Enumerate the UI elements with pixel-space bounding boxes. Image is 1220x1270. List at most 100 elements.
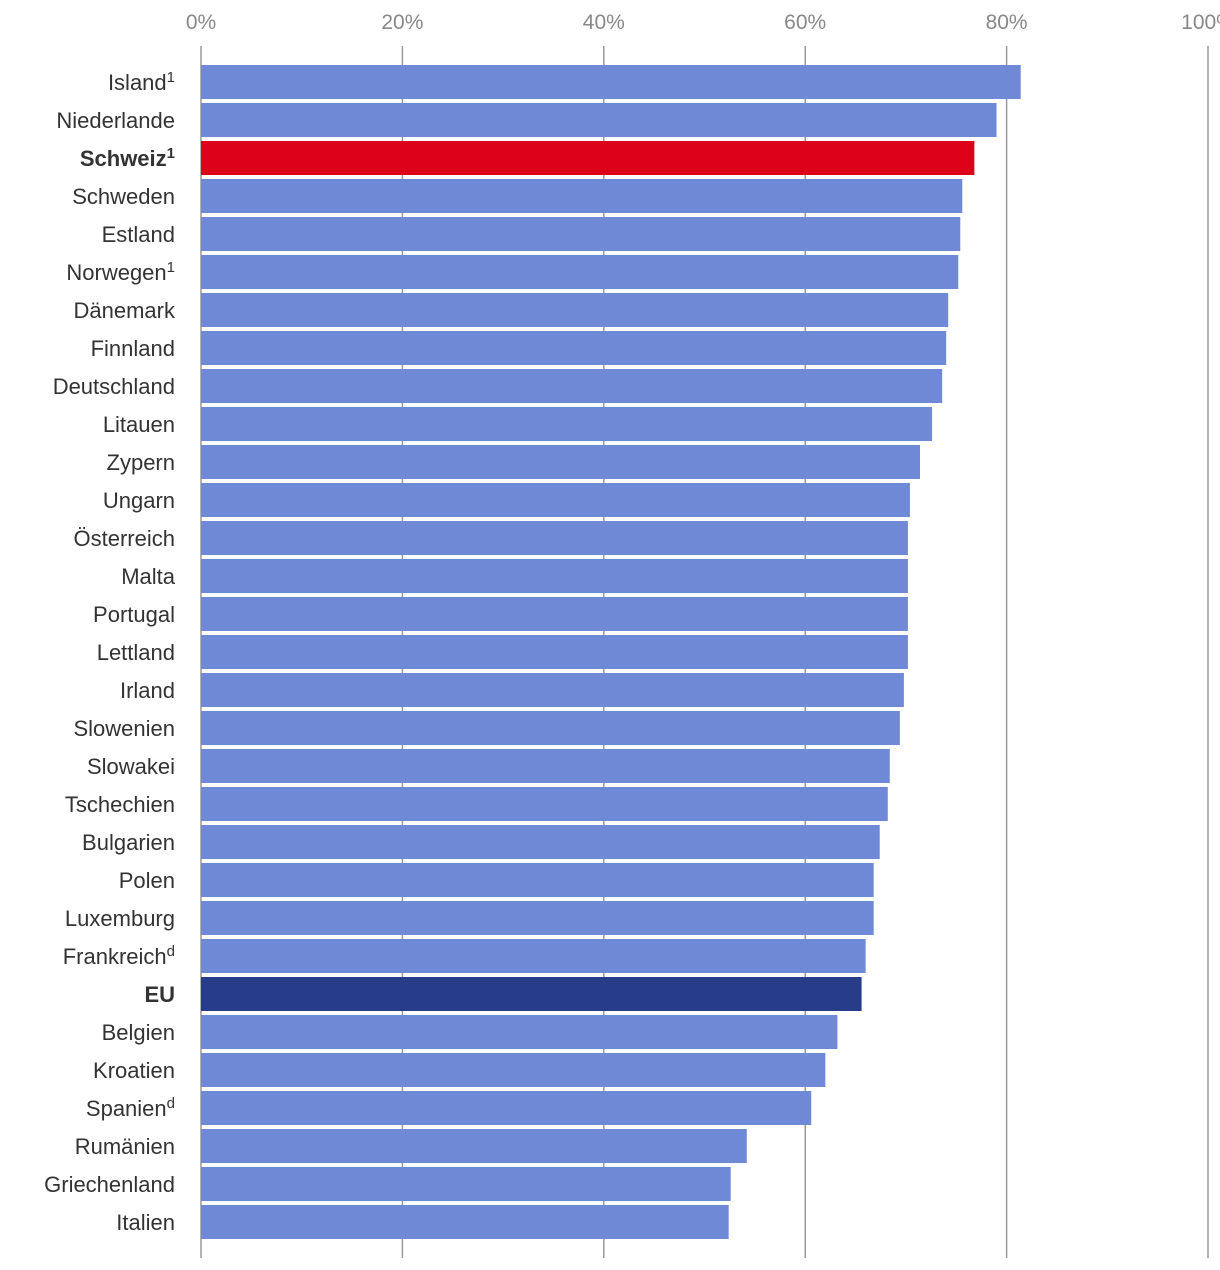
bar-zypern	[201, 445, 920, 479]
category-name: Schweiz	[80, 146, 167, 171]
bars	[201, 65, 1021, 1239]
category-label: Slowenien	[73, 716, 175, 741]
bar-rumänien	[201, 1129, 747, 1163]
category-name: Polen	[119, 868, 175, 893]
category-label: Tschechien	[65, 792, 175, 817]
bar-dänemark	[201, 293, 949, 327]
category-footnote-mark: d	[167, 943, 175, 960]
category-name: Estland	[102, 222, 175, 247]
bar-griechenland	[201, 1167, 731, 1201]
category-name: Litauen	[103, 412, 175, 437]
category-label: Luxemburg	[65, 906, 175, 931]
category-name: Schweden	[72, 184, 175, 209]
category-label: Schweden	[72, 184, 175, 209]
bar-slowakei	[201, 749, 890, 783]
bar-schweden	[201, 179, 963, 213]
category-label: Irland	[120, 678, 175, 703]
bar-bulgarien	[201, 825, 880, 859]
category-name: Österreich	[74, 526, 175, 551]
bar-irland	[201, 673, 904, 707]
category-name: Zypern	[107, 450, 175, 475]
bar-litauen	[201, 407, 933, 441]
bar-norwegen	[201, 255, 959, 289]
bar-italien	[201, 1205, 729, 1239]
bar-tschechien	[201, 787, 888, 821]
category-label: Niederlande	[56, 108, 175, 133]
category-label: Portugal	[93, 602, 175, 627]
x-axis-ticks: 0% 20% 40% 60% 80% 100%	[186, 11, 1220, 34]
category-name: Rumänien	[75, 1134, 175, 1159]
bar-polen	[201, 863, 874, 897]
category-name: EU	[144, 982, 175, 1007]
category-name: Lettland	[97, 640, 175, 665]
x-tick-label: 0%	[186, 11, 216, 34]
x-tick-label: 60%	[784, 11, 826, 34]
category-name: Frankreich	[63, 944, 167, 969]
category-label: Litauen	[103, 412, 175, 437]
category-label: Malta	[121, 564, 176, 589]
bar-frankreich	[201, 939, 866, 973]
category-name: Spanien	[86, 1096, 167, 1121]
category-label: Bulgarien	[82, 830, 175, 855]
x-tick-label: 20%	[381, 11, 423, 34]
category-name: Deutschland	[53, 374, 175, 399]
bar-belgien	[201, 1015, 838, 1049]
category-name: Tschechien	[65, 792, 175, 817]
category-label: Frankreichd	[63, 943, 175, 969]
bar-slowenien	[201, 711, 900, 745]
category-label: Polen	[119, 868, 175, 893]
category-label: Estland	[102, 222, 175, 247]
bar-lettland	[201, 635, 908, 669]
bar-island	[201, 65, 1021, 99]
category-name: Luxemburg	[65, 906, 175, 931]
category-label: Schweiz1	[80, 145, 175, 171]
category-name: Belgien	[102, 1020, 175, 1045]
category-name: Griechenland	[44, 1172, 175, 1197]
category-name: Norwegen	[66, 260, 166, 285]
category-name: Niederlande	[56, 108, 175, 133]
category-label: Griechenland	[44, 1172, 175, 1197]
x-tick-label: 40%	[583, 11, 625, 34]
category-label: Rumänien	[75, 1134, 175, 1159]
category-labels: Island1NiederlandeSchweiz1SchwedenEstlan…	[44, 69, 176, 1235]
category-footnote-mark: 1	[167, 145, 175, 162]
category-name: Dänemark	[74, 298, 176, 323]
category-label: Lettland	[97, 640, 175, 665]
bar-schweiz	[201, 141, 975, 175]
x-tick-label: 100%	[1181, 11, 1220, 34]
bar-luxemburg	[201, 901, 874, 935]
bar-deutschland	[201, 369, 943, 403]
bar-österreich	[201, 521, 908, 555]
bar-eu	[201, 977, 862, 1011]
category-name: Malta	[121, 564, 176, 589]
category-label: EU	[144, 982, 175, 1007]
category-name: Island	[108, 70, 167, 95]
category-label: Österreich	[74, 526, 175, 551]
category-label: Belgien	[102, 1020, 175, 1045]
bar-spanien	[201, 1091, 812, 1125]
category-label: Spaniend	[86, 1095, 175, 1121]
bar-portugal	[201, 597, 908, 631]
category-label: Deutschland	[53, 374, 175, 399]
category-label: Zypern	[107, 450, 175, 475]
category-name: Finnland	[91, 336, 175, 361]
category-footnote-mark: 1	[167, 259, 175, 276]
bar-kroatien	[201, 1053, 826, 1087]
bar-estland	[201, 217, 961, 251]
category-label: Slowakei	[87, 754, 175, 779]
category-label: Island1	[108, 69, 175, 95]
category-name: Kroatien	[93, 1058, 175, 1083]
bar-niederlande	[201, 103, 997, 137]
category-label: Italien	[116, 1210, 175, 1235]
category-name: Italien	[116, 1210, 175, 1235]
category-name: Ungarn	[103, 488, 175, 513]
x-tick-label: 80%	[986, 11, 1028, 34]
category-label: Dänemark	[74, 298, 176, 323]
category-name: Slowakei	[87, 754, 175, 779]
category-footnote-mark: 1	[167, 69, 175, 86]
category-name: Bulgarien	[82, 830, 175, 855]
category-label: Norwegen1	[66, 259, 175, 285]
category-footnote-mark: d	[167, 1095, 175, 1112]
